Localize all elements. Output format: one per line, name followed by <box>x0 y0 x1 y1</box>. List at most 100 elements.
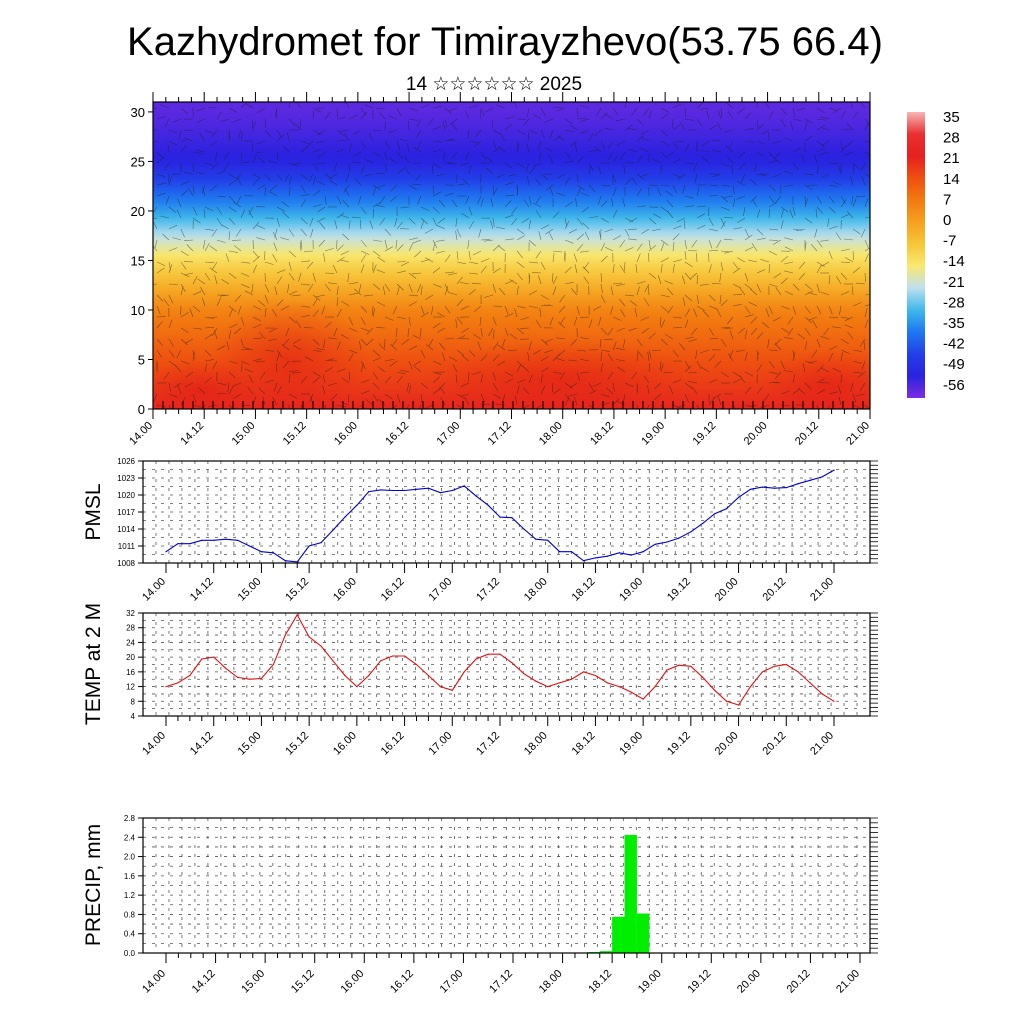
y-tick-label: 1023 <box>117 474 135 483</box>
colorbar-label: -49 <box>943 356 965 373</box>
temp2m-point <box>535 681 536 682</box>
pmsl-point <box>595 557 596 558</box>
pmsl-point <box>285 560 286 561</box>
temp2m-point <box>297 614 298 615</box>
y-tick-label: 28 <box>126 624 135 633</box>
x-tick-label: 20.00 <box>735 968 763 996</box>
temp2m-point <box>547 686 548 687</box>
pmsl-point <box>261 551 262 552</box>
pmsl-point <box>213 540 214 541</box>
temp2m-series-line <box>166 615 834 705</box>
colorbar-label: 14 <box>943 171 960 188</box>
x-tick-label: 19.12 <box>691 420 719 448</box>
pmsl-point <box>237 540 238 541</box>
x-tick-label: 15.12 <box>283 576 311 604</box>
x-tick-label: 18.12 <box>588 420 616 448</box>
colorbar-label: -35 <box>943 315 965 332</box>
pmsl-point <box>452 490 453 491</box>
temp2m-point <box>273 664 274 665</box>
x-tick-label: 14.12 <box>190 968 218 996</box>
y-tick-label: 16 <box>126 668 135 677</box>
pmsl-point <box>440 492 441 493</box>
precip-ylabel: PRECIP, mm <box>82 824 105 946</box>
colorbar-label: 21 <box>943 150 960 167</box>
pmsl-ylabel: PMSL <box>82 483 105 540</box>
y-tick-label: 2.8 <box>124 814 136 823</box>
pmsl-point <box>655 544 656 545</box>
y-tick-label: 0.8 <box>124 910 136 919</box>
y-tick-label: 1017 <box>117 508 135 517</box>
temp2m-point <box>368 675 369 676</box>
x-tick-label: 21.00 <box>844 420 872 448</box>
x-tick-label: 18.12 <box>570 576 598 604</box>
temp2m-point <box>571 679 572 680</box>
pmsl-point <box>428 488 429 489</box>
x-tick-label: 15.12 <box>281 420 309 448</box>
colorbar-label: 35 <box>943 109 960 126</box>
pmsl-point <box>273 552 274 553</box>
x-tick-label: 17.00 <box>426 730 454 758</box>
pmsl-point <box>177 543 178 544</box>
y-tick-label: 0.4 <box>124 930 136 939</box>
colorbar-label: -7 <box>943 233 956 250</box>
y-tick-label: 20 <box>126 653 135 662</box>
x-tick-label: 15.00 <box>236 576 264 604</box>
x-tick-label: 18.00 <box>537 968 565 996</box>
y-tick-label: 2.4 <box>124 833 136 842</box>
temp2m-point <box>249 679 250 680</box>
x-tick-label: 19.00 <box>636 968 664 996</box>
pmsl-point <box>404 490 405 491</box>
y-tick-label: 24 <box>126 638 135 647</box>
y-tick-label: 1020 <box>117 491 135 500</box>
x-tick-label: 19.00 <box>617 576 645 604</box>
pmsl-point <box>511 517 512 518</box>
x-tick-label: 19.12 <box>685 968 713 996</box>
x-tick-label: 18.12 <box>586 968 614 996</box>
y-tick-label: 8 <box>131 697 136 706</box>
x-tick-label: 14.00 <box>140 968 168 996</box>
pmsl-point <box>535 539 536 540</box>
x-tick-label: 14.00 <box>127 420 155 448</box>
x-tick-label: 19.12 <box>665 730 693 758</box>
temp2m-point <box>499 654 500 655</box>
pmsl-point <box>464 485 465 486</box>
temp2m-point <box>476 658 477 659</box>
y-tick-label: 0 <box>138 402 145 417</box>
pmsl-point <box>762 487 763 488</box>
pmsl-point <box>583 560 584 561</box>
colorbar-label: 28 <box>943 130 960 147</box>
pmsl-point <box>798 483 799 484</box>
x-tick-label: 16.00 <box>332 420 360 448</box>
temp2m-point <box>678 665 679 666</box>
pmsl-point <box>702 523 703 524</box>
pmsl-point <box>631 555 632 556</box>
temp2m-point <box>833 701 834 702</box>
x-tick-label: 21.00 <box>808 576 836 604</box>
temp2m-point <box>690 666 691 667</box>
pmsl-point <box>714 513 715 514</box>
temp2m-point <box>452 690 453 691</box>
temp2m-point <box>619 686 620 687</box>
x-tick-label: 15.00 <box>239 968 267 996</box>
x-tick-label: 14.00 <box>140 730 168 758</box>
y-tick-label: 1011 <box>118 542 136 551</box>
temp2m-point <box>165 686 166 687</box>
temp2m-point <box>702 677 703 678</box>
x-tick-label: 18.00 <box>522 730 550 758</box>
temp2m-point <box>321 646 322 647</box>
pmsl-point <box>201 540 202 541</box>
x-tick-label: 20.00 <box>713 730 741 758</box>
temp2m-point <box>810 682 811 683</box>
temp2m-point <box>380 660 381 661</box>
x-tick-label: 15.00 <box>230 420 258 448</box>
temp2m-point <box>356 686 357 687</box>
precip-bar <box>637 914 649 954</box>
x-tick-label: 17.12 <box>486 420 514 448</box>
pmsl-point <box>416 489 417 490</box>
pmsl-point <box>607 556 608 557</box>
temp2m-point <box>404 655 405 656</box>
y-tick-label: 1008 <box>117 559 135 568</box>
pmsl-point <box>547 540 548 541</box>
